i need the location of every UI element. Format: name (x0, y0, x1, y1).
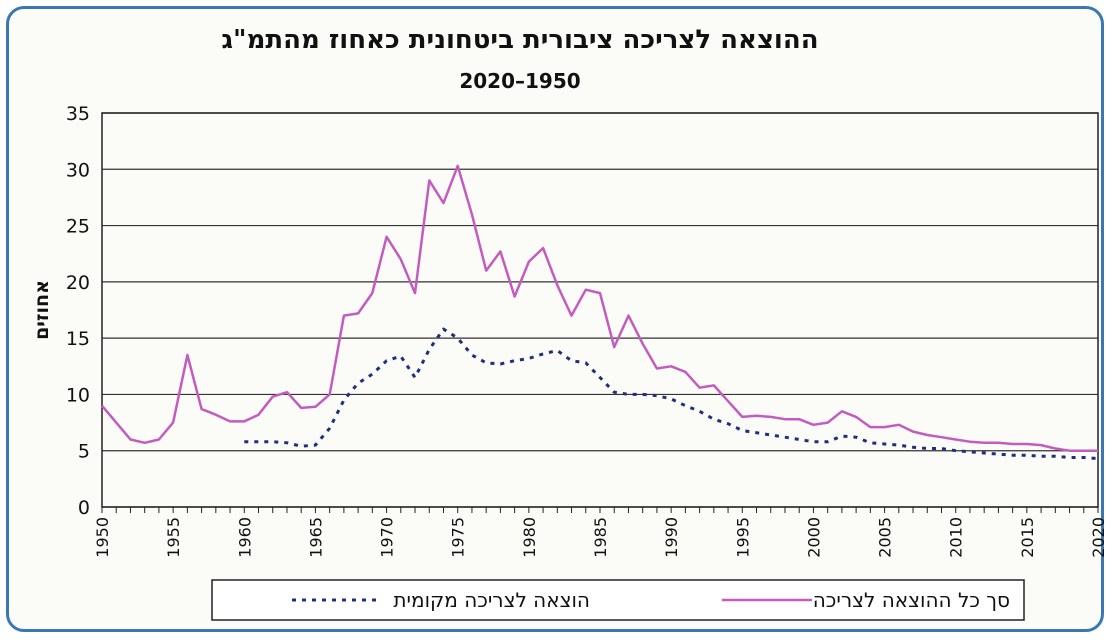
y-tick-label: 20 (66, 272, 90, 294)
legend-label-total: סך כל ההוצאה לצריכה (813, 588, 1010, 612)
x-tick-label: 1975 (449, 517, 468, 558)
series-line-total (101, 164, 1098, 452)
plot-area (101, 112, 1099, 508)
x-axis-ticks: 1950 1955 1960 1965 1970 1975 1980 1985 1990 1995… (93, 507, 1108, 558)
series-line-local (244, 327, 1099, 461)
x-tick-label: 1960 (235, 517, 254, 558)
chart-frame (6, 6, 1104, 632)
x-tick-label: 1980 (520, 517, 539, 558)
x-tick-label: 2020 (1089, 517, 1108, 558)
x-tick-label: 2005 (876, 517, 895, 558)
x-tick-label: 1995 (733, 517, 752, 558)
x-tick-label: 1965 (306, 517, 325, 558)
y-tick-label: 5 (78, 441, 90, 463)
x-tick-label: 2010 (947, 517, 966, 558)
gridlines (102, 112, 1098, 508)
chart-subtitle: 2020–1950 (459, 69, 580, 93)
y-axis-label: אחוזים (31, 280, 53, 340)
x-tick-label: 1955 (164, 517, 183, 558)
x-tick-label: 2015 (1018, 517, 1037, 558)
x-tick-label: 1950 (93, 517, 112, 558)
x-tick-label: 1990 (662, 517, 681, 558)
legend-box (211, 579, 1025, 621)
x-tick-label: 1985 (591, 517, 610, 558)
x-tick-label: 1970 (378, 517, 397, 558)
chart-title: ההוצאה לצריכה ציבורית ביטחונית כאחוז מהת… (221, 25, 818, 55)
y-tick-label: 15 (66, 328, 90, 350)
y-tick-label: 0 (78, 497, 90, 519)
legend-label-local: הוצאה לצריכה מקומית (393, 588, 590, 612)
x-tick-label: 2000 (804, 517, 823, 558)
legend: סך כל ההוצאה לצריכה הוצאה לצריכה מקומית (211, 579, 1025, 621)
series-lines (101, 164, 1099, 461)
y-axis-ticks: 0 5 10 15 20 25 30 35 (66, 103, 90, 519)
y-tick-label: 10 (66, 384, 90, 406)
y-tick-label: 30 (66, 159, 90, 181)
y-tick-label: 35 (66, 103, 90, 125)
y-tick-label: 25 (66, 216, 90, 238)
